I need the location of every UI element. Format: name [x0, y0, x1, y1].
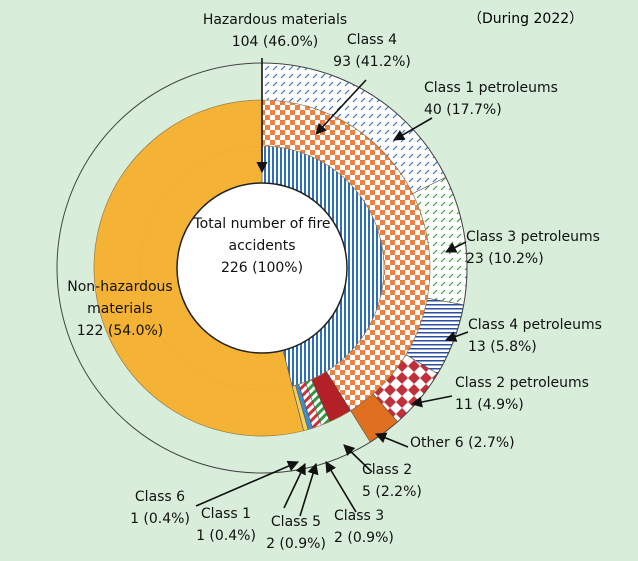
arrow — [315, 79, 367, 135]
label-value: 2 (0.9%) — [266, 536, 326, 552]
label-name: Class 2 — [362, 462, 413, 478]
label-name: Class 3 — [334, 508, 385, 524]
label-value: 1 (0.4%) — [196, 528, 256, 544]
arrows — [195, 58, 469, 517]
arrow — [325, 461, 357, 513]
label-value: 104 (46.0%) — [231, 34, 319, 50]
label-value: 13 (5.8%) — [468, 339, 537, 355]
label-value: 6 (2.7%) — [454, 435, 515, 451]
label-name: Hazardous materials — [202, 12, 348, 28]
center-circle — [176, 182, 348, 354]
label-value: 93 (41.2%) — [333, 54, 411, 70]
arrow — [195, 460, 300, 507]
arrow — [393, 117, 433, 141]
label-name: Non-hazardous materials — [67, 279, 173, 317]
segment-label: Class 4 93 (41.2%) — [333, 29, 411, 73]
segment-label: Non-hazardous materials 122 (54.0%) — [61, 276, 179, 342]
arrow — [374, 432, 409, 448]
label-value: 1 (0.4%) — [130, 511, 190, 527]
segment-label: Class 1 petroleums 40 (17.7%) — [424, 77, 558, 121]
arrow — [444, 241, 467, 253]
label-name: Class 3 petroleums — [466, 229, 600, 245]
segment-label: Class 4 petroleums 13 (5.8%) — [468, 314, 602, 358]
segment-label: Class 5 2 (0.9%) — [266, 511, 326, 555]
label-name: Class 2 petroleums — [455, 375, 589, 391]
label-name: Class 4 — [346, 32, 398, 48]
segment-label: Class 3 2 (0.9%) — [334, 505, 394, 549]
segment-label: Class 6 1 (0.4%) — [130, 486, 190, 530]
segment-label: Class 3 petroleums 23 (10.2%) — [466, 226, 600, 270]
label-name: Class 1 petroleums — [424, 80, 558, 96]
label-name: Other — [410, 435, 450, 451]
arrow — [343, 444, 373, 473]
label-value: 11 (4.9%) — [455, 397, 524, 413]
segment-label: Other 6 (2.7%) — [410, 432, 515, 454]
label-value: 40 (17.7%) — [424, 102, 502, 118]
chart-title: （During 2022） — [468, 11, 584, 27]
label-value: 122 (54.0%) — [76, 323, 164, 339]
label-name: Class 4 petroleums — [468, 317, 602, 333]
label-value: 226 (100%) — [220, 260, 304, 276]
segment-label: Total number of fire accidents 226 (100%) — [192, 213, 332, 279]
wedges — [56, 62, 468, 474]
arrow — [283, 462, 306, 509]
label-name: Total number of fire accidents — [193, 216, 331, 254]
arrow — [299, 462, 319, 517]
segment-label: Hazardous materials 104 (46.0%) — [203, 9, 347, 53]
label-name: Class 5 — [270, 514, 322, 530]
segment-label: Class 2 petroleums 11 (4.9%) — [455, 372, 589, 416]
segment-label: Class 2 5 (2.2%) — [362, 459, 422, 503]
segment-label: Class 1 1 (0.4%) — [196, 503, 256, 547]
label-value: 5 (2.2%) — [362, 484, 422, 500]
label-value: 2 (0.9%) — [334, 530, 394, 546]
label-name: Class 1 — [200, 506, 252, 522]
label-name: Class 6 — [134, 489, 186, 505]
arrow — [444, 331, 469, 342]
label-value: 23 (10.2%) — [466, 251, 544, 267]
arrow — [410, 395, 453, 408]
